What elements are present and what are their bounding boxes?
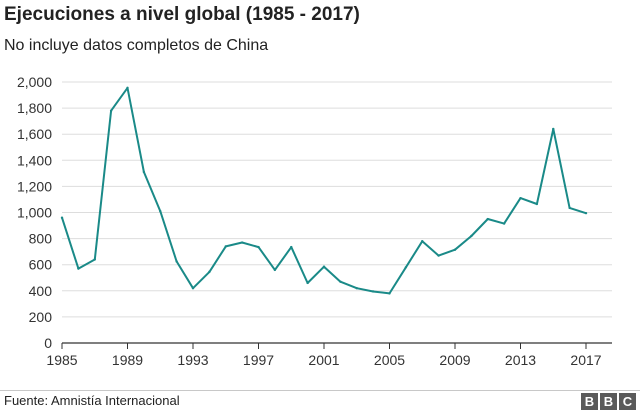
x-tick-labels: 1985 1989 1993 1997 2001 2005 2009 2013 2017 [46, 352, 601, 368]
y-tick-label: 1,600 [17, 126, 52, 142]
bbc-logo-letter: B [600, 393, 617, 410]
data-point [208, 270, 211, 274]
data-point [371, 290, 375, 293]
data-point [339, 280, 342, 283]
y-tick-label: 600 [29, 257, 53, 273]
y-tick-labels: 0 200 400 600 800 1,000 1,200 1,400 1,600 1,800 2,… [17, 74, 52, 351]
data-point [290, 245, 293, 249]
data-point [142, 170, 146, 174]
bbc-logo-letter: C [619, 393, 636, 410]
data-point [306, 281, 309, 285]
data-point [502, 222, 506, 225]
data-point [126, 86, 129, 90]
data-point [404, 266, 408, 269]
bbc-logo-letter: B [581, 393, 598, 410]
y-tick-label: 1,000 [17, 205, 52, 221]
axes [61, 342, 612, 349]
data-point [453, 248, 457, 251]
data-point [421, 240, 424, 243]
data-point [77, 267, 80, 270]
data-point [519, 196, 522, 200]
series-line [61, 86, 587, 295]
data-point [175, 260, 178, 263]
source-note: Fuente: Amnistía Internacional [4, 393, 180, 408]
data-point [159, 209, 162, 213]
x-tick-label: 1989 [112, 352, 143, 368]
y-tick-label: 800 [29, 231, 53, 247]
grid-lines [62, 81, 612, 318]
x-tick-label: 2005 [374, 352, 405, 368]
x-tick-label: 2013 [505, 352, 536, 368]
data-point [273, 268, 277, 272]
data-point [552, 127, 555, 131]
y-tick-label: 200 [29, 309, 53, 325]
y-tick-label: 1,800 [17, 100, 52, 116]
data-point [355, 286, 358, 290]
y-tick-label: 2,000 [17, 74, 52, 90]
data-point [257, 245, 260, 249]
series-layer [60, 86, 588, 295]
data-point [388, 292, 391, 295]
data-point [568, 206, 571, 210]
y-tick-label: 1,400 [17, 152, 52, 168]
x-tick-label: 2009 [439, 352, 470, 368]
x-tick-label: 2017 [570, 352, 601, 368]
y-tick-label: 0 [44, 335, 52, 351]
chart-subtitle: No incluye datos completos de China [4, 37, 269, 54]
data-point [584, 211, 588, 215]
y-tick-label: 1,200 [17, 178, 52, 194]
x-tick-label: 1985 [46, 352, 77, 368]
data-point [486, 217, 489, 221]
footer-divider [0, 390, 640, 391]
data-point [224, 245, 227, 248]
x-tick-label: 1997 [243, 352, 274, 368]
data-point [437, 254, 440, 257]
data-point [109, 109, 113, 112]
data-point [60, 216, 64, 219]
chart-title: Ejecuciones a nivel global (1985 - 2017) [4, 4, 360, 25]
data-point [93, 258, 96, 261]
data-point [470, 234, 473, 238]
x-tick-label: 2001 [308, 352, 339, 368]
data-point [535, 202, 539, 206]
data-point [240, 241, 244, 244]
x-tick-label: 1993 [177, 352, 208, 368]
data-point [191, 286, 195, 290]
y-tick-label: 400 [29, 283, 53, 299]
data-point [322, 265, 326, 268]
line-chart: 0 200 400 600 800 1,000 1,200 1,400 1,600 1,800 2,… [17, 74, 612, 368]
bbc-logo: B B C [581, 393, 636, 410]
